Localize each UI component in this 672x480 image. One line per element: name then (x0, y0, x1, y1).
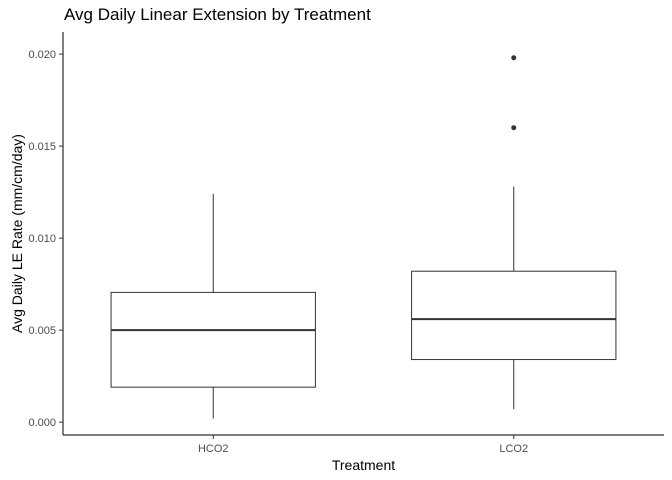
y-tick-label: 0.005 (28, 325, 56, 337)
chart-title: Avg Daily Linear Extension by Treatment (64, 5, 371, 24)
box-lco2 (411, 55, 617, 410)
box-hco2 (110, 193, 316, 419)
y-tick-label: 0.010 (28, 233, 56, 245)
iqr-box (110, 291, 316, 388)
x-axis-ticks: HCO2 LCO2 (198, 435, 528, 455)
plot-marks (110, 55, 617, 419)
y-axis-title: Avg Daily LE Rate (mm/cm/day) (9, 134, 25, 333)
iqr-box (411, 270, 617, 361)
x-tick-label: LCO2 (499, 443, 528, 455)
y-tick-label: 0.015 (28, 141, 56, 153)
x-tick-label: HCO2 (198, 443, 229, 455)
x-axis-title: Treatment (332, 457, 395, 473)
outlier-point (511, 55, 517, 61)
outlier-point (511, 125, 517, 131)
y-tick-label: 0.020 (28, 49, 56, 61)
y-axis-ticks: 0.000 0.005 0.010 0.015 0.020 (28, 49, 63, 429)
y-tick-label: 0.000 (28, 417, 56, 429)
